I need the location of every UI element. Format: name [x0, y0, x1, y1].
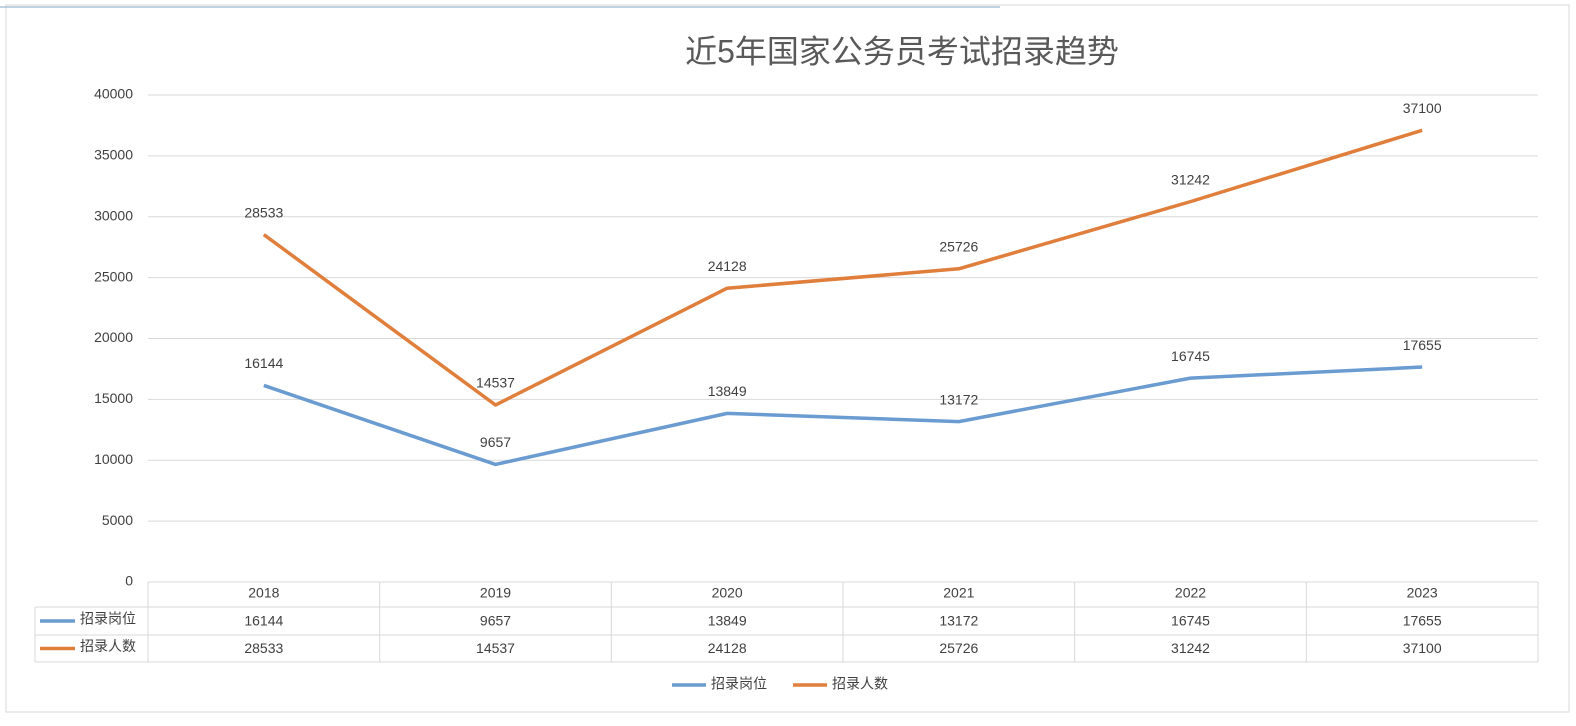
- data-label: 9657: [480, 434, 511, 450]
- x-tick-label: 2022: [1175, 585, 1206, 601]
- x-tick-label: 2023: [1407, 585, 1438, 601]
- data-label: 25726: [939, 238, 978, 254]
- data-label: 14537: [476, 375, 515, 391]
- series-line: [262, 128, 1423, 407]
- y-tick-label: 0: [125, 573, 133, 589]
- series-line: [263, 365, 1423, 467]
- table-cell: 17655: [1403, 613, 1442, 629]
- y-tick-label: 30000: [94, 207, 133, 223]
- data-label: 24128: [708, 258, 747, 274]
- y-tick-label: 40000: [94, 86, 133, 102]
- table-cell: 25726: [939, 640, 978, 656]
- table-cell: 16144: [244, 613, 283, 629]
- y-tick-label: 5000: [102, 512, 133, 528]
- y-tick-label: 35000: [94, 147, 133, 163]
- data-label: 31242: [1171, 171, 1210, 187]
- data-label: 16745: [1171, 348, 1210, 364]
- data-label: 37100: [1403, 100, 1442, 116]
- x-tick-label: 2018: [248, 585, 279, 601]
- data-label: 13849: [708, 383, 747, 399]
- data-label: 13172: [939, 391, 978, 407]
- chart-border: [5, 4, 1570, 713]
- table-cell: 14537: [476, 640, 515, 656]
- table-cell: 16745: [1171, 613, 1210, 629]
- table-row-header: 招录岗位: [80, 611, 136, 627]
- x-tick-label: 2020: [712, 585, 743, 601]
- table-cell: 28533: [244, 640, 283, 656]
- y-tick-label: 10000: [94, 451, 133, 467]
- table-cell: 24128: [708, 640, 747, 656]
- legend-label: 招录人数: [832, 676, 888, 692]
- legend-label: 招录岗位: [711, 676, 767, 692]
- table-cell: 13172: [939, 613, 978, 629]
- chart-title: 近5年国家公务员考试招录趋势: [685, 33, 1119, 69]
- table-cell: 37100: [1403, 640, 1442, 656]
- table-row-header: 招录人数: [80, 638, 136, 654]
- table-cell: 13849: [708, 613, 747, 629]
- x-tick-label: 2019: [480, 585, 511, 601]
- table-cell: 31242: [1171, 640, 1210, 656]
- y-tick-label: 25000: [94, 268, 133, 284]
- x-tick-label: 2021: [943, 585, 974, 601]
- data-label: 28533: [244, 204, 283, 220]
- data-label: 16144: [244, 355, 283, 371]
- y-tick-label: 20000: [94, 329, 133, 345]
- table-cell: 9657: [480, 613, 511, 629]
- y-tick-label: 15000: [94, 390, 133, 406]
- data-label: 17655: [1403, 337, 1442, 353]
